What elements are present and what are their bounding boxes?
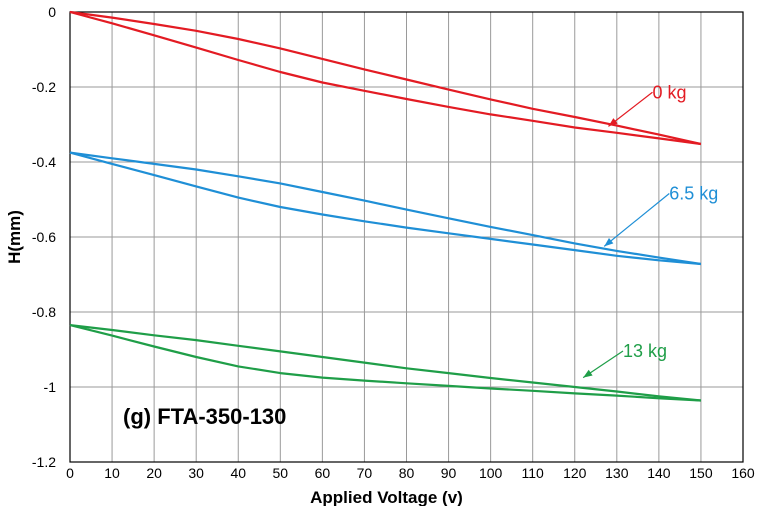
chart-annotation: (g) FTA-350-130 [123, 404, 286, 429]
x-tick-label: 10 [104, 465, 120, 481]
x-tick-label: 150 [689, 465, 713, 481]
series-label-13-kg: 13 kg [623, 341, 667, 361]
arrow-0-kg [608, 91, 653, 127]
y-tick-label: -1.2 [32, 454, 56, 470]
x-tick-label: 90 [441, 465, 457, 481]
plot-frame [69, 11, 744, 463]
x-tick-label: 120 [563, 465, 587, 481]
series-line-6-5-kg-upper [69, 151, 702, 266]
x-tick-label: 0 [66, 465, 74, 481]
arrowhead-0-kg [608, 118, 618, 127]
series-line-0-kg-lower [69, 10, 702, 146]
x-tick-labels: 0 10 20 30 40 50 60 70 80 90 100 110 120 130 140 150 160 [66, 465, 755, 481]
series-line-13-kg-lower [69, 324, 701, 402]
y-tick-label: -0.8 [32, 304, 56, 320]
series-line-0-kg-upper [69, 10, 702, 146]
y-tick-label: -0.6 [32, 229, 56, 245]
x-tick-label: 70 [357, 465, 373, 481]
series-0-kg: 0 kg [69, 10, 702, 146]
y-axis-title: H(mm) [5, 210, 24, 264]
series-label-6-5-kg: 6.5 kg [669, 184, 718, 204]
x-tick-label: 110 [522, 465, 545, 481]
arrowhead-13-kg [583, 369, 593, 378]
arrowhead-6-5-kg [604, 237, 614, 247]
series-6-5-kg: 6.5 kg [69, 151, 718, 266]
y-tick-label: 0 [48, 4, 56, 20]
series-line-6-5-kg-lower [69, 151, 701, 266]
x-tick-label: 80 [399, 465, 415, 481]
y-tick-label: -1 [44, 379, 57, 395]
x-tick-label: 50 [273, 465, 289, 481]
x-tick-label: 30 [188, 465, 204, 481]
x-tick-label: 100 [479, 465, 503, 481]
x-tick-label: 60 [315, 465, 331, 481]
series-line-13-kg-upper [69, 324, 702, 402]
x-tick-label: 130 [605, 465, 629, 481]
y-tick-label: -0.4 [32, 154, 56, 170]
x-tick-label: 160 [731, 465, 755, 481]
y-tick-label: -0.2 [32, 79, 56, 95]
x-tick-label: 40 [230, 465, 246, 481]
x-axis-title: Applied Voltage (v) [310, 488, 463, 506]
arrow-6-5-kg [603, 193, 670, 247]
series-layer: 0 kg 6.5 kg 13 kg [69, 10, 718, 402]
x-tick-label: 140 [647, 465, 671, 481]
series-label-0-kg: 0 kg [652, 82, 686, 102]
y-tick-labels: 0 -0.2 -0.4 -0.6 -0.8 -1 -1.2 [32, 4, 56, 470]
series-13-kg: 13 kg [69, 324, 702, 402]
x-tick-label: 20 [146, 465, 162, 481]
